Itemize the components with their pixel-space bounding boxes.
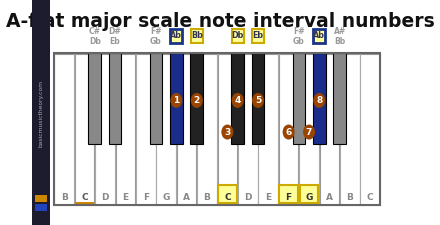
Text: F#: F# bbox=[293, 27, 304, 36]
Text: Gb: Gb bbox=[293, 38, 305, 47]
Text: 4: 4 bbox=[235, 96, 241, 105]
Bar bbox=[88, 53, 101, 144]
Bar bbox=[231, 53, 244, 144]
FancyBboxPatch shape bbox=[313, 29, 325, 43]
Bar bbox=[54, 54, 74, 205]
Bar bbox=[360, 54, 380, 205]
Text: 8: 8 bbox=[316, 96, 323, 105]
Text: Db: Db bbox=[231, 32, 244, 40]
Bar bbox=[95, 54, 115, 205]
Text: Bb: Bb bbox=[334, 38, 345, 47]
Text: 1: 1 bbox=[173, 96, 180, 105]
Text: F: F bbox=[143, 193, 149, 202]
Bar bbox=[258, 54, 278, 205]
Bar bbox=[150, 53, 162, 144]
Bar bbox=[75, 202, 94, 205]
Text: D#: D# bbox=[109, 27, 121, 36]
Circle shape bbox=[191, 93, 203, 108]
Circle shape bbox=[282, 125, 295, 140]
Text: C: C bbox=[367, 193, 374, 202]
Bar bbox=[191, 53, 203, 144]
Bar bbox=[170, 53, 183, 144]
Text: F#: F# bbox=[150, 27, 162, 36]
Bar bbox=[197, 54, 217, 205]
Text: A#: A# bbox=[334, 27, 346, 36]
Text: Ab: Ab bbox=[313, 32, 325, 40]
Circle shape bbox=[231, 93, 244, 108]
Text: 2: 2 bbox=[194, 96, 200, 105]
Text: 6: 6 bbox=[286, 128, 292, 137]
Circle shape bbox=[313, 93, 325, 108]
Bar bbox=[177, 54, 196, 205]
Text: C#: C# bbox=[89, 27, 101, 36]
Bar bbox=[319, 54, 339, 205]
FancyBboxPatch shape bbox=[279, 185, 298, 203]
Text: A: A bbox=[326, 193, 333, 202]
Text: G: G bbox=[305, 194, 313, 202]
Text: Eb: Eb bbox=[110, 38, 121, 47]
Bar bbox=[156, 54, 176, 205]
Bar bbox=[293, 53, 305, 144]
Bar bbox=[218, 54, 237, 205]
Text: F: F bbox=[286, 194, 292, 202]
Text: C: C bbox=[224, 194, 231, 202]
Bar bbox=[313, 53, 326, 144]
Text: basicmusictheory.com: basicmusictheory.com bbox=[39, 79, 44, 146]
Circle shape bbox=[221, 125, 233, 140]
FancyBboxPatch shape bbox=[300, 185, 319, 203]
FancyBboxPatch shape bbox=[170, 29, 182, 43]
Text: D: D bbox=[101, 193, 109, 202]
Bar bbox=[32, 0, 50, 225]
Bar bbox=[252, 53, 264, 144]
Text: B: B bbox=[346, 193, 353, 202]
Circle shape bbox=[170, 93, 182, 108]
Bar bbox=[35, 195, 48, 202]
Bar bbox=[136, 54, 155, 205]
Text: E: E bbox=[265, 193, 271, 202]
FancyBboxPatch shape bbox=[218, 185, 237, 203]
Bar bbox=[238, 54, 257, 205]
Text: B: B bbox=[61, 193, 67, 202]
Bar bbox=[340, 54, 359, 205]
Text: B: B bbox=[204, 193, 210, 202]
Text: Gb: Gb bbox=[150, 38, 162, 47]
Text: C: C bbox=[81, 193, 88, 202]
Text: 7: 7 bbox=[306, 128, 312, 137]
Text: Eb: Eb bbox=[253, 32, 264, 40]
FancyBboxPatch shape bbox=[191, 29, 203, 43]
Text: G: G bbox=[162, 193, 170, 202]
Text: Bb: Bb bbox=[191, 32, 203, 40]
Text: Db: Db bbox=[89, 38, 101, 47]
Bar bbox=[334, 53, 346, 144]
FancyBboxPatch shape bbox=[252, 29, 264, 43]
Text: 5: 5 bbox=[255, 96, 261, 105]
Text: Ab: Ab bbox=[170, 32, 182, 40]
Bar bbox=[75, 54, 94, 205]
Bar bbox=[299, 54, 319, 205]
Bar bbox=[54, 53, 381, 205]
Circle shape bbox=[252, 93, 264, 108]
FancyBboxPatch shape bbox=[231, 29, 244, 43]
Text: A: A bbox=[183, 193, 190, 202]
Circle shape bbox=[303, 125, 315, 140]
Text: A-flat major scale note interval numbers: A-flat major scale note interval numbers bbox=[6, 12, 435, 31]
Bar bbox=[35, 204, 48, 211]
Text: D: D bbox=[244, 193, 252, 202]
Text: E: E bbox=[122, 193, 128, 202]
Bar bbox=[109, 53, 121, 144]
Text: 3: 3 bbox=[224, 128, 231, 137]
Bar bbox=[116, 54, 135, 205]
Bar bbox=[279, 54, 298, 205]
